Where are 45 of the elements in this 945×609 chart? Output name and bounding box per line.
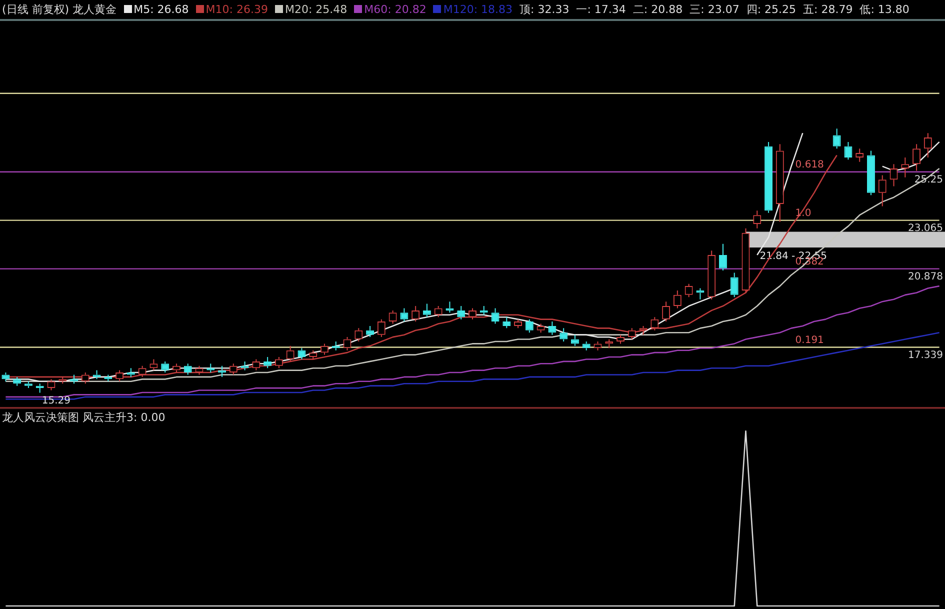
candlestick (901, 156, 910, 178)
legend-label: M5: 26.68 (134, 3, 189, 16)
text: 低: 13.80 (860, 3, 910, 16)
legend-label: M10: 26.39 (206, 3, 268, 16)
legend-label: M60: 20.82 (364, 3, 426, 16)
text: 三: 23.07 (690, 3, 740, 16)
candlestick (422, 303, 431, 318)
chart-title: 龙人风云决策图 风云主升3: 0.00 (2, 411, 166, 424)
candlestick (662, 301, 670, 322)
candlestick (639, 325, 648, 336)
ref-line-label: 23.065 (908, 222, 944, 234)
candlestick (708, 250, 716, 300)
text: 一: 17.34 (576, 3, 626, 16)
candlestick (776, 144, 784, 222)
text: 五: 28.79 (803, 3, 853, 16)
candlestick (742, 228, 750, 294)
text: 顶: 32.33 (520, 3, 570, 16)
text: 二: 20.88 (632, 3, 683, 16)
candlestick (912, 144, 921, 172)
ref-line-label: 20.878 (908, 271, 944, 282)
candlestick (582, 340, 590, 351)
candlestick (764, 141, 773, 214)
annotation: 0.191 (795, 334, 824, 346)
candlestick (878, 174, 886, 207)
candlestick (856, 148, 864, 162)
candlestick (264, 356, 272, 369)
legend-label: M120: 18.83 (443, 3, 513, 16)
candlestick (718, 243, 727, 272)
annotation: 0.618 (795, 159, 824, 170)
candlestick (400, 308, 408, 322)
candlestick (502, 316, 511, 329)
candlestick (206, 363, 215, 374)
candlestick (150, 358, 158, 371)
text: 四: 25.25 (746, 3, 796, 16)
candlestick (13, 376, 22, 386)
candlestick (446, 301, 454, 314)
candlestick (366, 325, 374, 338)
candlestick (2, 372, 10, 382)
candlestick (594, 340, 602, 351)
candlestick (536, 323, 545, 334)
candlestick (172, 363, 180, 374)
legend-label: M20: 25.48 (284, 3, 348, 16)
ref-line-label: 17.339 (908, 350, 944, 361)
chart-title: (日线 前复权) 龙人黄金 (2, 3, 117, 16)
candlestick (70, 374, 78, 384)
